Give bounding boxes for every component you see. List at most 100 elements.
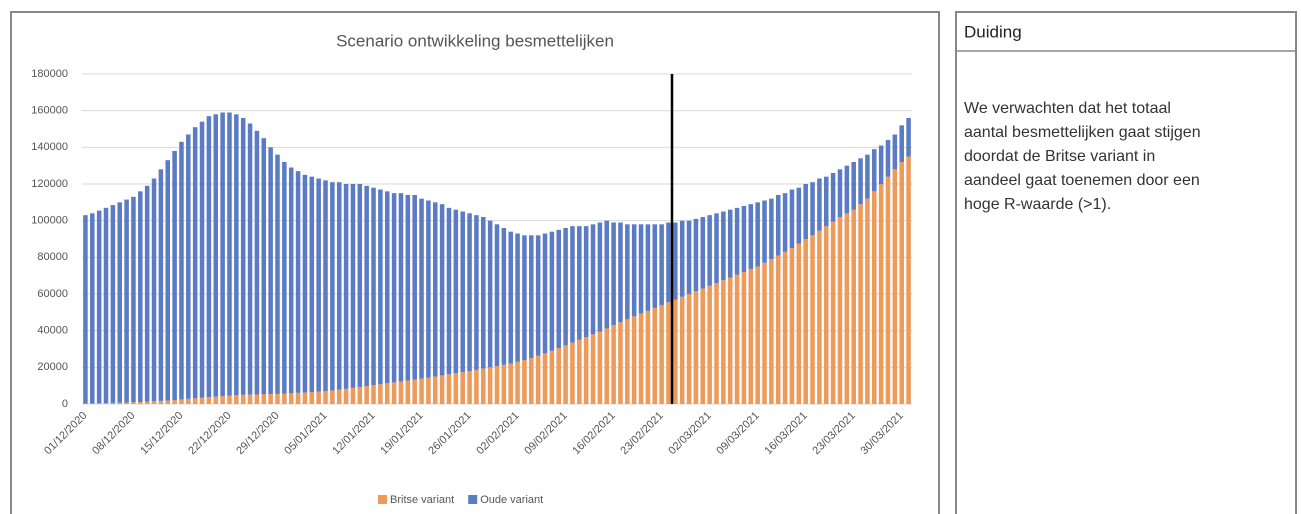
y-tick-label: 100000 bbox=[31, 215, 68, 227]
bar-segment bbox=[247, 123, 253, 395]
bar-segment bbox=[782, 193, 788, 252]
bar-segment bbox=[522, 235, 527, 360]
bar-segment bbox=[254, 130, 260, 395]
bar-segment bbox=[117, 402, 122, 404]
x-tick-label: 26/01/2021 bbox=[426, 410, 473, 457]
bar-segment bbox=[501, 228, 507, 365]
bar-segment bbox=[481, 217, 486, 369]
x-tick-label: 16/03/2021 bbox=[762, 410, 809, 457]
panel-line: aandeel gaat toenemen door een bbox=[964, 172, 1200, 189]
bar-segment bbox=[563, 345, 568, 404]
bar-segment bbox=[549, 231, 555, 351]
bar-segment bbox=[707, 285, 712, 404]
bar-segment bbox=[247, 394, 253, 404]
bar-segment bbox=[364, 386, 369, 404]
bar-segment bbox=[823, 176, 829, 227]
bar-segment bbox=[741, 206, 747, 272]
bar-segment bbox=[110, 402, 116, 404]
bar-segment bbox=[172, 151, 177, 400]
x-tick-label: 19/01/2021 bbox=[378, 410, 425, 457]
bar-segment bbox=[474, 369, 479, 404]
bar-segment bbox=[872, 191, 877, 404]
bar-segment bbox=[885, 140, 891, 177]
bar-segment bbox=[474, 215, 479, 370]
bar-segment bbox=[837, 169, 843, 217]
x-tick-label: 02/02/2021 bbox=[474, 410, 521, 457]
bar-segment bbox=[885, 176, 891, 404]
bar-segment bbox=[282, 162, 287, 394]
bar-segment bbox=[522, 360, 527, 404]
bar-segment bbox=[275, 393, 280, 404]
bar-segment bbox=[542, 353, 548, 404]
panel-title: Duiding bbox=[964, 22, 1022, 41]
bar-segment bbox=[796, 243, 802, 404]
bar-segment bbox=[892, 169, 898, 404]
bar-segment bbox=[830, 221, 836, 404]
bar-segment bbox=[899, 162, 904, 404]
bar-segment bbox=[371, 385, 376, 404]
bar-segment bbox=[693, 291, 699, 404]
bar-segment bbox=[151, 178, 157, 402]
bar-segment bbox=[419, 378, 424, 404]
legend-swatch bbox=[378, 495, 387, 504]
x-tick-label: 23/02/2021 bbox=[618, 410, 665, 457]
bar-segment bbox=[110, 205, 116, 403]
bar-segment bbox=[275, 154, 280, 394]
bar-segment bbox=[268, 394, 273, 404]
bar-segment bbox=[851, 162, 856, 210]
bar-segment bbox=[535, 235, 541, 356]
bar-segment bbox=[453, 209, 459, 374]
bar-segment bbox=[172, 399, 177, 404]
bar-segment bbox=[645, 224, 651, 311]
bar-segment bbox=[288, 167, 294, 394]
bar-segment bbox=[679, 296, 685, 404]
bar-segment bbox=[96, 403, 102, 404]
bar-segment bbox=[494, 366, 500, 404]
bar-segment bbox=[206, 116, 212, 398]
bar-segment bbox=[796, 187, 802, 244]
bar-segment bbox=[227, 112, 232, 396]
bar-segment bbox=[734, 207, 740, 275]
bar-segment bbox=[556, 229, 561, 349]
bar-segment bbox=[131, 196, 136, 403]
x-tick-label: 23/03/2021 bbox=[810, 410, 857, 457]
bar-segment bbox=[179, 141, 184, 400]
bar-segment bbox=[673, 299, 678, 404]
bar-segment bbox=[741, 272, 747, 404]
bar-segment bbox=[679, 220, 685, 297]
y-tick-label: 20000 bbox=[37, 361, 68, 373]
bar-segment bbox=[384, 191, 390, 384]
bar-segment bbox=[467, 371, 472, 404]
bar-segment bbox=[673, 222, 678, 300]
x-tick-label: 02/03/2021 bbox=[666, 410, 713, 457]
bar-segment bbox=[261, 138, 267, 395]
legend-swatch bbox=[468, 495, 478, 504]
bar-segment bbox=[707, 215, 712, 286]
panel-line: We verwachten dat het totaal bbox=[964, 100, 1171, 117]
bar-segment bbox=[460, 372, 465, 404]
bar-segment bbox=[96, 210, 102, 404]
bar-segment bbox=[419, 198, 424, 379]
bar-segment bbox=[446, 207, 452, 375]
bar-segment bbox=[378, 189, 383, 385]
bar-segment bbox=[254, 394, 260, 404]
y-tick-label: 180000 bbox=[31, 68, 68, 80]
bar-segment bbox=[350, 387, 356, 404]
bar-segment bbox=[405, 195, 411, 381]
bar-segment bbox=[199, 397, 205, 404]
bar-segment bbox=[131, 402, 136, 404]
bar-segment bbox=[323, 180, 328, 392]
bar-segment bbox=[549, 350, 555, 404]
bar-segment bbox=[789, 189, 795, 249]
bar-segment bbox=[165, 160, 171, 401]
bar-segment bbox=[618, 222, 623, 323]
bar-segment bbox=[714, 213, 719, 283]
bar-segment bbox=[309, 392, 315, 404]
bar-segment bbox=[199, 121, 205, 398]
bar-segment bbox=[810, 235, 815, 404]
bar-segment bbox=[220, 396, 225, 404]
bar-segment bbox=[631, 224, 637, 317]
bar-segment bbox=[659, 305, 664, 404]
bar-segment bbox=[330, 390, 335, 404]
bar-segment bbox=[906, 118, 911, 157]
